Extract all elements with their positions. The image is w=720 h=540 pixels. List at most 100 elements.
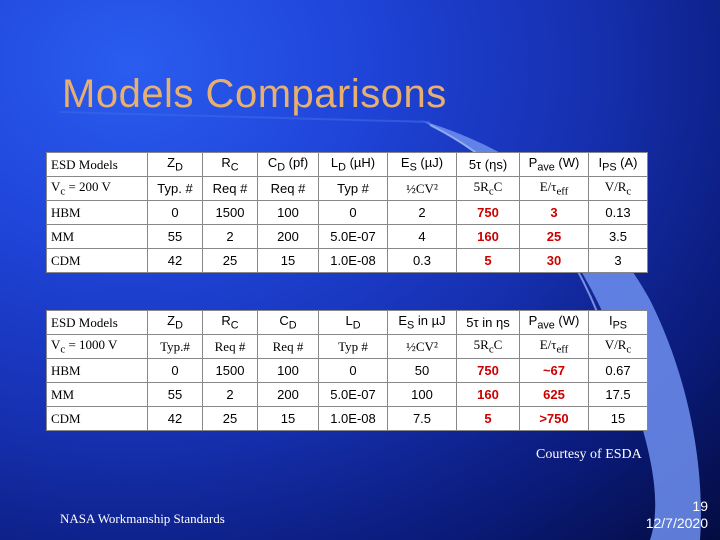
comparison-table-1000v: ESD Models ZD RC CD LD ES in µJ 5τ in ηs… [46,310,648,431]
highlight-cell: 3 [519,200,589,225]
header-cell: ES (µJ) [387,152,457,177]
table-cell: 0 [318,358,388,383]
table-row: MM 55 2 200 5.0E-07 4 160 25 3.5 [46,224,648,249]
table-cell: 200 [257,224,319,249]
table-header-row: ESD Models ZD RC CD (pf) LD (µH) ES (µJ)… [46,152,648,177]
subheader-cell: Typ # [318,176,388,201]
header-cell: CD [257,310,319,335]
table-cell: 15 [257,248,319,273]
table-cell: 15 [588,406,648,431]
subheader-cell: Typ.# [147,334,203,359]
table-cell: 25 [202,406,258,431]
table-row: CDM 42 25 15 1.0E-08 7.5 5 >750 15 [46,406,648,431]
table-cell: 7.5 [387,406,457,431]
row-label: HBM [46,358,148,383]
header-cell: LD (µH) [318,152,388,177]
header-cell: 5τ (ηs) [456,152,520,177]
header-cell: ES in µJ [387,310,457,335]
table-header-row: ESD Models ZD RC CD LD ES in µJ 5τ in ηs… [46,310,648,335]
highlight-cell: 25 [519,224,589,249]
table-row: CDM 42 25 15 1.0E-08 0.3 5 30 3 [46,248,648,273]
table-row: MM 55 2 200 5.0E-07 100 160 625 17.5 [46,382,648,407]
table-cell: 2 [202,382,258,407]
subheader-cell: Req # [202,334,258,359]
row-label: CDM [46,248,148,273]
subheader-cell: E/τeff [519,334,589,359]
table-cell: 100 [387,382,457,407]
table-cell: 0 [147,358,203,383]
header-cell: ZD [147,310,203,335]
header-cell: ZD [147,152,203,177]
highlight-cell: 5 [456,406,520,431]
voltage-cell: Vc = 200 V [46,176,148,201]
subheader-cell: Typ # [318,334,388,359]
table-cell: 100 [257,358,319,383]
row-label: MM [46,224,148,249]
header-cell: Pave (W) [519,152,589,177]
table-cell: 1.0E-08 [318,248,388,273]
table-cell: 1500 [202,200,258,225]
subheader-cell: ½CV² [387,334,457,359]
table-subheader-row: Vc = 1000 V Typ.# Req # Req # Typ # ½CV²… [46,334,648,359]
subheader-cell: E/τeff [519,176,589,201]
subheader-cell: Req # [202,176,258,201]
table-cell: 42 [147,406,203,431]
comparison-table-200v: ESD Models ZD RC CD (pf) LD (µH) ES (µJ)… [46,152,648,273]
table-cell: 3 [588,248,648,273]
header-cell: LD [318,310,388,335]
table-cell: 0.67 [588,358,648,383]
subheader-cell: Typ. # [147,176,203,201]
table-cell: 42 [147,248,203,273]
slide-title: Models Comparisons [62,72,447,116]
subheader-cell: Req # [257,176,319,201]
table-cell: 4 [387,224,457,249]
subheader-cell: 5RcC [456,334,520,359]
header-cell: RC [202,152,258,177]
highlight-cell: 160 [456,382,520,407]
header-cell: IPS (A) [588,152,648,177]
highlight-cell: 5 [456,248,520,273]
table-cell: 17.5 [588,382,648,407]
table-cell: 100 [257,200,319,225]
table-cell: 50 [387,358,457,383]
header-cell: IPS [588,310,648,335]
table-cell: 55 [147,224,203,249]
slide-date: 12/7/2020 [645,515,708,531]
subheader-cell: Req # [257,334,319,359]
slide-number-date: 19 12/7/2020 [646,498,708,532]
table-cell: 200 [257,382,319,407]
table-cell: 25 [202,248,258,273]
highlight-cell: >750 [519,406,589,431]
footer-text: NASA Workmanship Standards [60,511,225,526]
table-cell: 3.5 [588,224,648,249]
subheader-cell: V/Rc [588,334,648,359]
courtesy-note: Courtesy of ESDA [536,447,642,462]
page-number: 19 [692,498,708,514]
table-cell: 55 [147,382,203,407]
subheader-cell: ½CV² [387,176,457,201]
voltage-cell: Vc = 1000 V [46,334,148,359]
header-cell: ESD Models [46,152,148,177]
table-cell: 5.0E-07 [318,382,388,407]
header-cell: RC [202,310,258,335]
table-cell: 2 [387,200,457,225]
highlight-cell: 750 [456,358,520,383]
table-cell: 0.13 [588,200,648,225]
table-row: HBM 0 1500 100 0 2 750 3 0.13 [46,200,648,225]
table-cell: 1500 [202,358,258,383]
row-label: HBM [46,200,148,225]
highlight-cell: 160 [456,224,520,249]
table-subheader-row: Vc = 200 V Typ. # Req # Req # Typ # ½CV²… [46,176,648,201]
highlight-cell: 750 [456,200,520,225]
highlight-cell: 30 [519,248,589,273]
header-cell: 5τ in ηs [456,310,520,335]
row-label: MM [46,382,148,407]
table-cell: 1.0E-08 [318,406,388,431]
table-cell: 5.0E-07 [318,224,388,249]
highlight-cell: ~67 [519,358,589,383]
subheader-cell: V/Rc [588,176,648,201]
table-cell: 15 [257,406,319,431]
highlight-cell: 625 [519,382,589,407]
table-cell: 0 [147,200,203,225]
table-cell: 0.3 [387,248,457,273]
